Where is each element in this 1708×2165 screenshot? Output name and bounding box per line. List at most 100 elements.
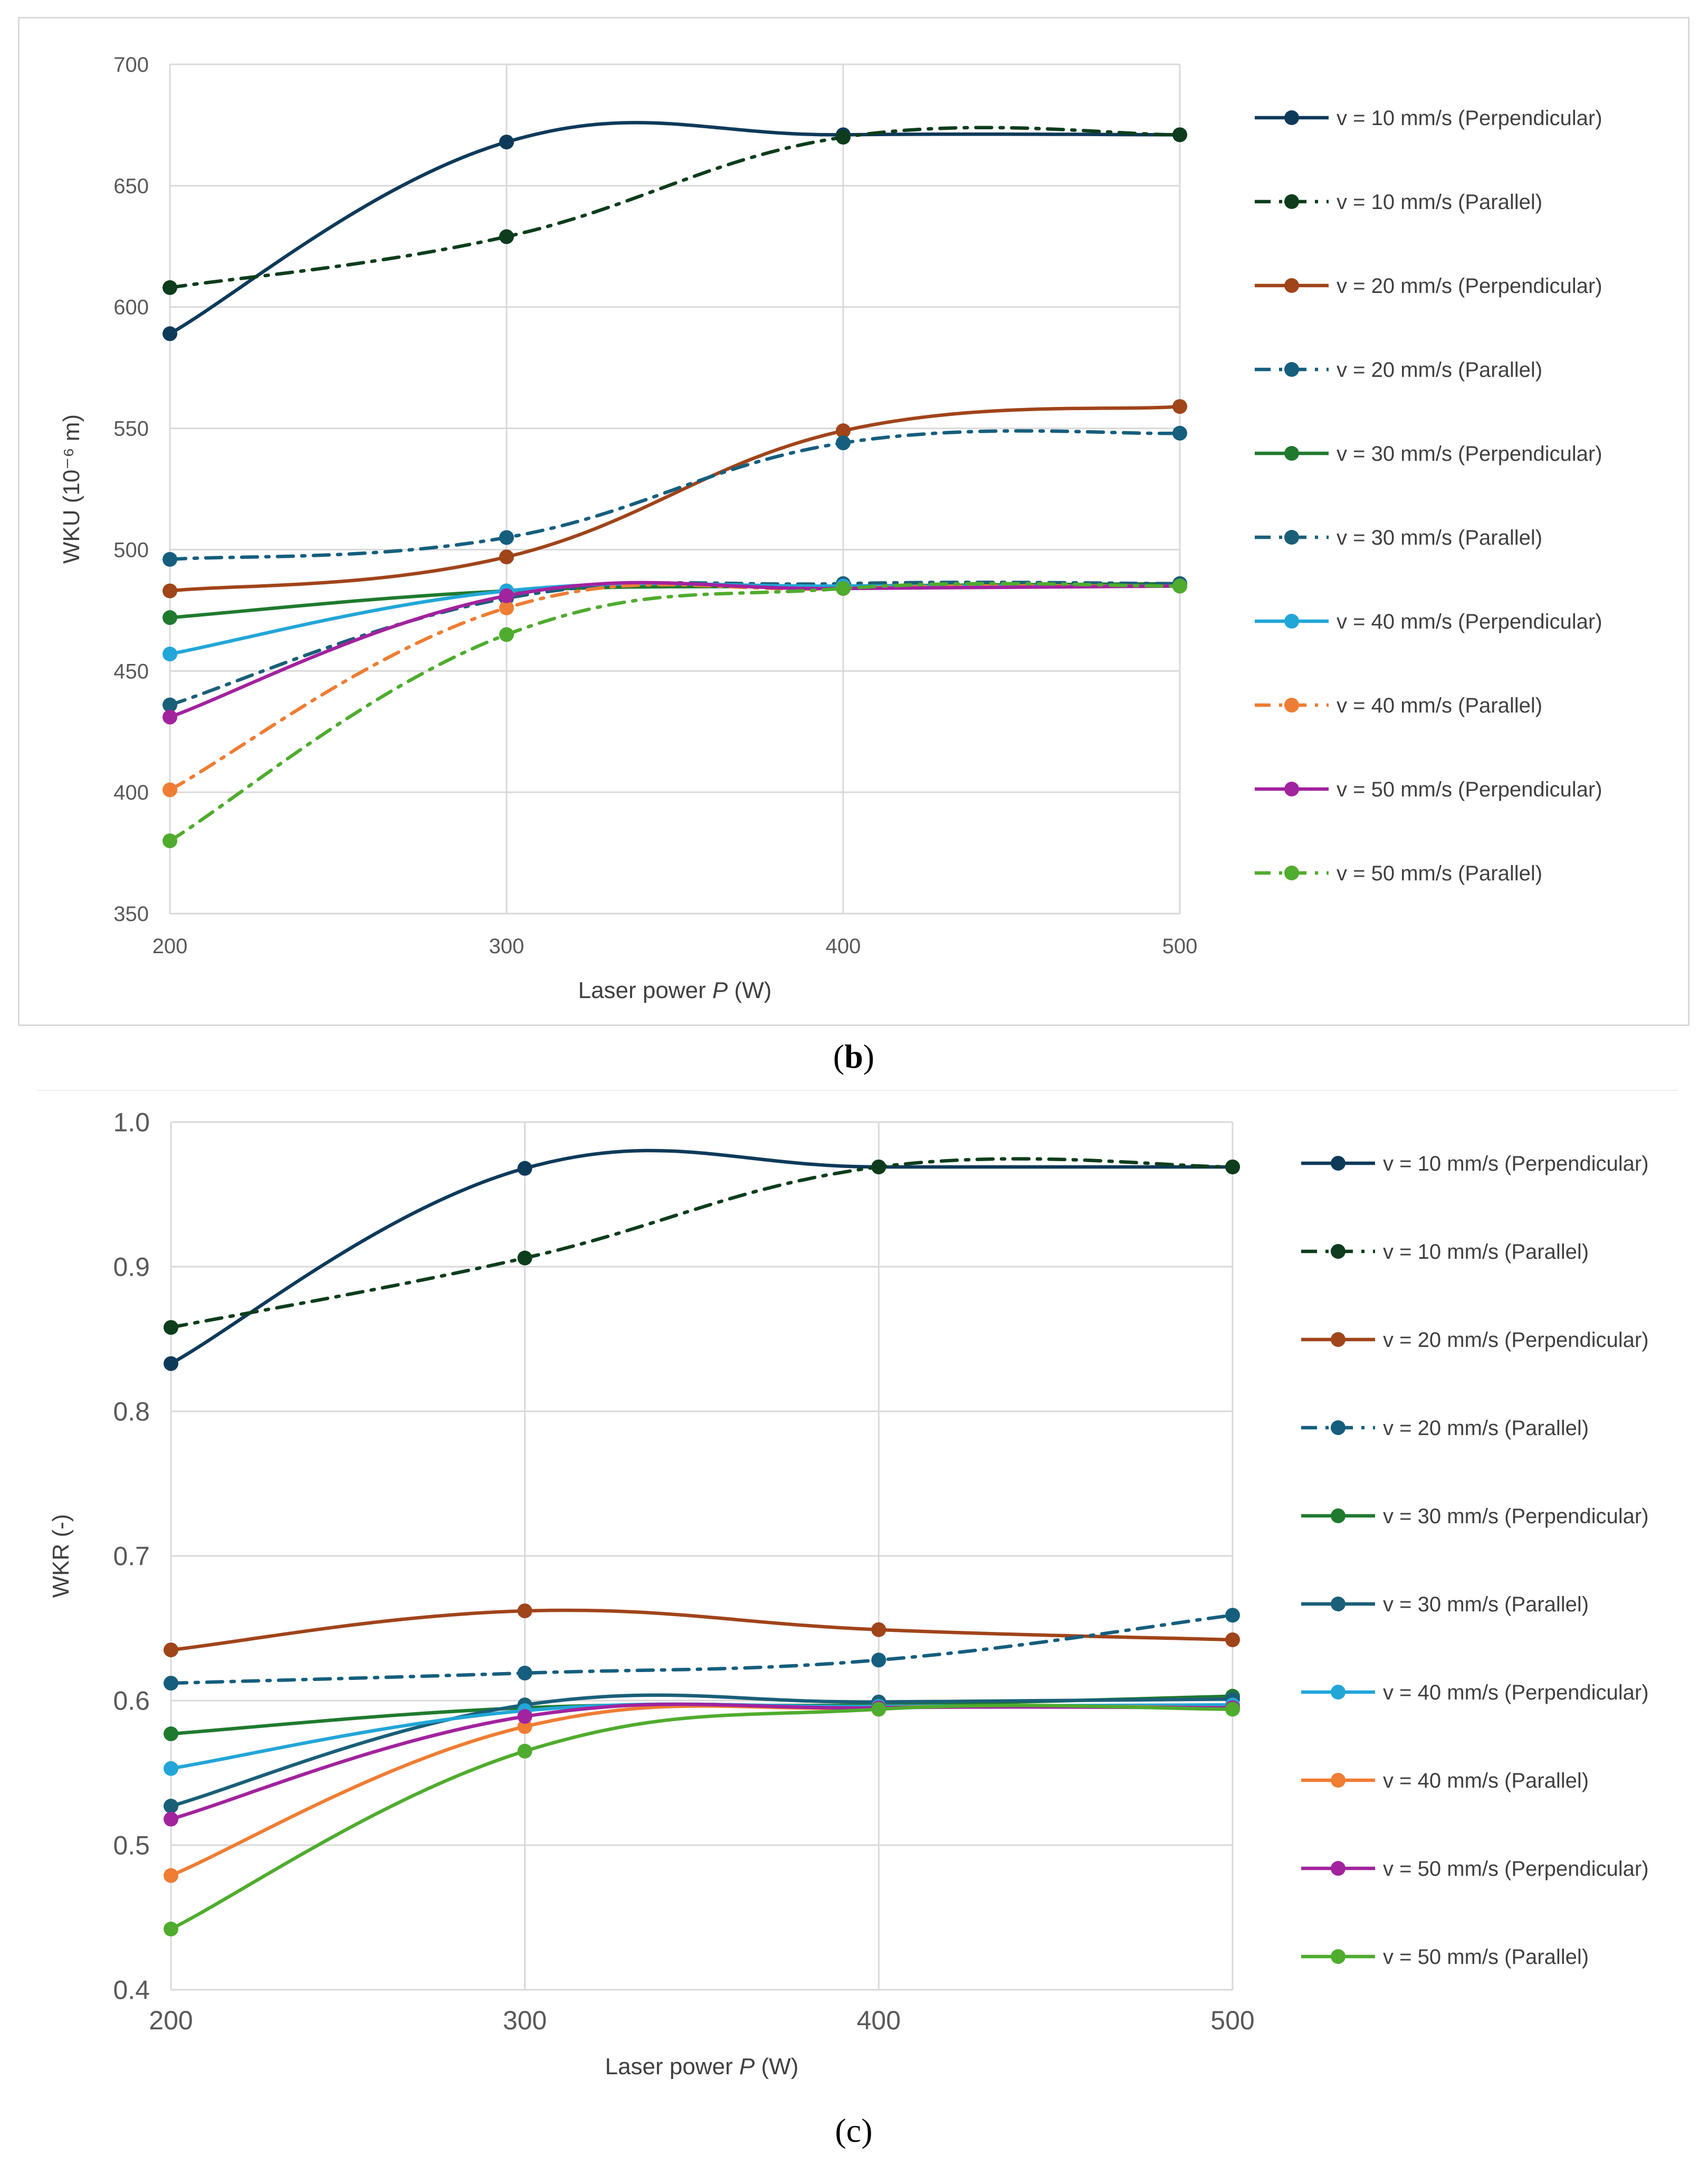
data-point <box>164 1868 178 1883</box>
y-tick-label: 550 <box>113 417 149 441</box>
data-point <box>836 581 851 596</box>
legend-swatch-marker <box>1284 446 1299 461</box>
legend-label: v = 40 mm/s (Parallel) <box>1337 694 1542 717</box>
y-tick-label: 0.7 <box>113 1542 150 1571</box>
y-tick-label: 0.8 <box>113 1397 150 1427</box>
data-point <box>163 552 177 567</box>
x-axis-title-unit: (W) <box>755 2054 798 2079</box>
data-point <box>164 1320 178 1335</box>
data-point <box>499 549 514 565</box>
series-line <box>168 404 1182 593</box>
y-tick-label: 0.4 <box>113 1976 150 2005</box>
data-point <box>517 1719 532 1734</box>
legend-swatch-marker <box>1331 1420 1346 1435</box>
y-tick-label: 1.0 <box>113 1108 150 1137</box>
y-tick-label: 0.5 <box>113 1831 150 1860</box>
legend-label: v = 20 mm/s (Perpendicular) <box>1383 1328 1649 1352</box>
legend-label: v = 50 mm/s (Perpendicular) <box>1337 778 1602 801</box>
data-point <box>836 435 851 451</box>
legend-label: v = 30 mm/s (Parallel) <box>1337 526 1542 549</box>
legend-swatch-marker <box>1284 530 1299 545</box>
y-axis-title: WKU (10⁻⁶ m) <box>59 414 84 564</box>
panel-b-frame <box>18 17 1690 1026</box>
chart-c: 0.4 0.5 0.6 0.7 0.8 0.9 1.0 200 300 400 500 Laser p… <box>48 1108 1649 2080</box>
x-tick-label: 300 <box>489 935 524 958</box>
series-line <box>168 121 1182 336</box>
data-point <box>499 588 514 603</box>
legend-label: v = 40 mm/s (Perpendicular) <box>1337 610 1602 633</box>
legend-swatch-marker <box>1331 1861 1346 1876</box>
series-line <box>168 429 1182 562</box>
x-tick-label: 300 <box>503 2006 547 2035</box>
data-point <box>517 1161 532 1176</box>
x-tick-label: 200 <box>149 2006 193 2035</box>
data-point <box>871 1653 886 1668</box>
data-point <box>164 1921 178 1936</box>
y-tick-label: 0.9 <box>113 1252 150 1282</box>
data-point <box>1172 399 1187 414</box>
data-point <box>1225 1632 1240 1647</box>
x-axis-title-var: P <box>712 977 728 1003</box>
legend-label: v = 50 mm/s (Perpendicular) <box>1383 1857 1649 1881</box>
series-line <box>169 1613 1235 1685</box>
data-point <box>517 1743 532 1759</box>
separator <box>37 1090 1678 1091</box>
y-tick-label: 0.6 <box>113 1686 150 1716</box>
legend-swatch-marker <box>1284 614 1299 629</box>
y-tick-label: 500 <box>113 538 149 562</box>
caption-b-letter: b <box>844 1038 863 1075</box>
data-point <box>836 423 851 439</box>
data-point <box>1225 1159 1240 1174</box>
legend-label: v = 10 mm/s (Parallel) <box>1383 1240 1589 1264</box>
series-line <box>169 1704 1235 1877</box>
x-tick-label: 500 <box>1210 2006 1254 2035</box>
data-point <box>499 530 514 545</box>
data-point <box>164 1811 178 1827</box>
legend-swatch-marker <box>1284 782 1299 796</box>
series-line <box>168 581 1182 707</box>
data-point <box>163 326 177 341</box>
legend-swatch-marker <box>1284 278 1299 293</box>
x-tick-label: 500 <box>1162 935 1198 958</box>
x-tick-label: 200 <box>152 935 188 958</box>
y-axis-title: WKR (-) <box>48 1514 74 1598</box>
legend-swatch-marker <box>1331 1685 1346 1699</box>
data-point <box>164 1761 178 1776</box>
data-point <box>164 1799 178 1814</box>
data-point <box>1225 1608 1240 1623</box>
series-line <box>169 1702 1235 1771</box>
data-point <box>163 583 177 599</box>
data-point <box>163 709 177 725</box>
y-tick-label: 650 <box>113 175 149 198</box>
legend-swatch-marker <box>1284 194 1299 209</box>
legend-label: v = 40 mm/s (Parallel) <box>1383 1769 1589 1792</box>
data-point <box>836 129 851 145</box>
data-point <box>163 833 177 849</box>
data-point <box>164 1356 178 1371</box>
series-line <box>168 583 1182 792</box>
data-point <box>1172 425 1187 441</box>
x-axis-title-text: Laser power <box>605 2054 739 2079</box>
data-point <box>164 1642 178 1658</box>
data-point <box>871 1159 886 1174</box>
data-point <box>517 1709 532 1724</box>
legend-label: v = 50 mm/s (Parallel) <box>1383 1945 1589 1969</box>
data-point <box>517 1250 532 1266</box>
x-tick-label: 400 <box>826 935 861 958</box>
y-tick-label: 350 <box>113 903 149 926</box>
series-line <box>169 1693 1235 1808</box>
legend-label: v = 50 mm/s (Parallel) <box>1337 862 1542 885</box>
series-line <box>169 1148 1235 1365</box>
data-point <box>164 1726 178 1742</box>
y-tick-label: 400 <box>113 781 149 804</box>
x-tick-label: 400 <box>857 2006 901 2035</box>
caption-b: (b) <box>833 1038 875 1075</box>
series-line <box>169 1608 1235 1652</box>
legend-swatch-marker <box>1284 362 1299 377</box>
data-point <box>1172 578 1187 594</box>
caption-c: (c) <box>835 2112 873 2149</box>
series-line <box>169 1704 1235 1931</box>
legend-swatch-marker <box>1331 1156 1346 1171</box>
data-point <box>499 135 514 150</box>
legend-swatch-marker <box>1284 110 1299 125</box>
